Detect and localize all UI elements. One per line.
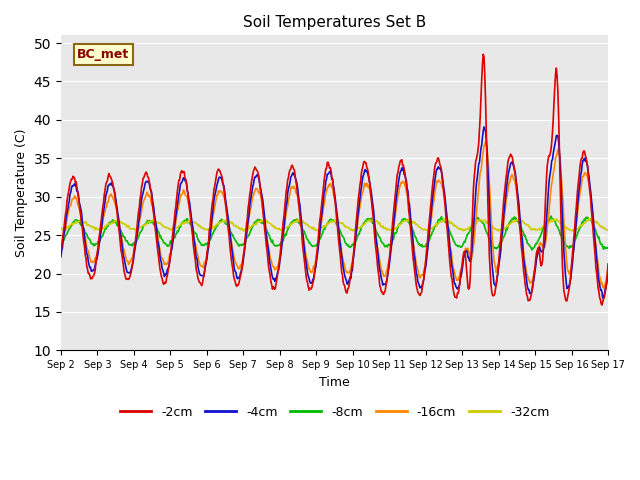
Y-axis label: Soil Temperature (C): Soil Temperature (C) [15, 129, 28, 257]
Legend: -2cm, -4cm, -8cm, -16cm, -32cm: -2cm, -4cm, -8cm, -16cm, -32cm [115, 401, 554, 424]
Text: BC_met: BC_met [77, 48, 129, 61]
Title: Soil Temperatures Set B: Soil Temperatures Set B [243, 15, 426, 30]
X-axis label: Time: Time [319, 376, 350, 389]
